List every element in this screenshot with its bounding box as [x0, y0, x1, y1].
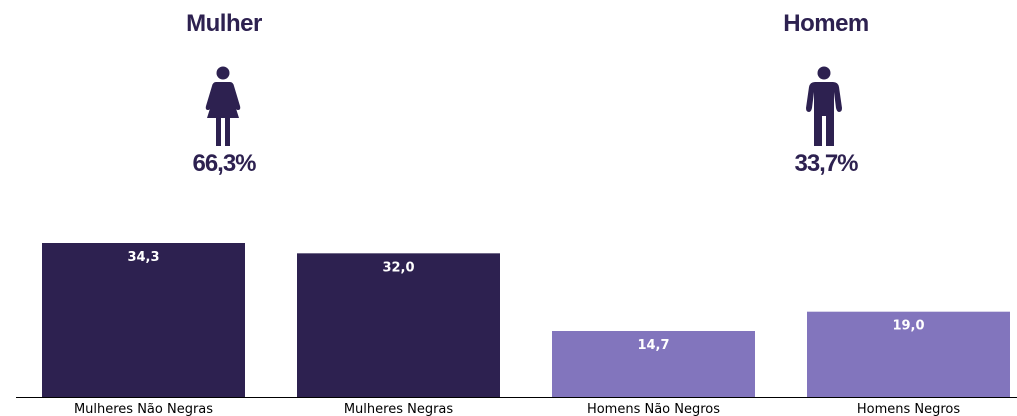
female-title: Mulher — [186, 10, 262, 37]
x-tick-label: Homens Negros — [857, 402, 961, 416]
bar-value-label: 14,7 — [637, 338, 669, 353]
x-tick-label: Mulheres Negras — [344, 402, 454, 416]
x-tick-label: Mulheres Não Negras — [74, 402, 213, 416]
bar-value-label: 32,0 — [382, 260, 414, 275]
x-tick-label: Homens Não Negros — [587, 402, 720, 416]
bar-value-label: 34,3 — [127, 250, 159, 265]
bar-value-label: 19,0 — [892, 319, 924, 334]
bar-mulheres-negras — [297, 253, 500, 397]
male-percent: 33,7% — [794, 150, 858, 177]
woman-icon — [205, 66, 241, 146]
bar-homens-n-o-negros — [552, 331, 755, 397]
bar-mulheres-n-o-negras — [42, 243, 245, 397]
male-title: Homem — [783, 10, 869, 37]
man-icon — [806, 66, 842, 146]
female-percent: 66,3% — [192, 150, 256, 177]
bar-homens-negros — [807, 311, 1010, 397]
